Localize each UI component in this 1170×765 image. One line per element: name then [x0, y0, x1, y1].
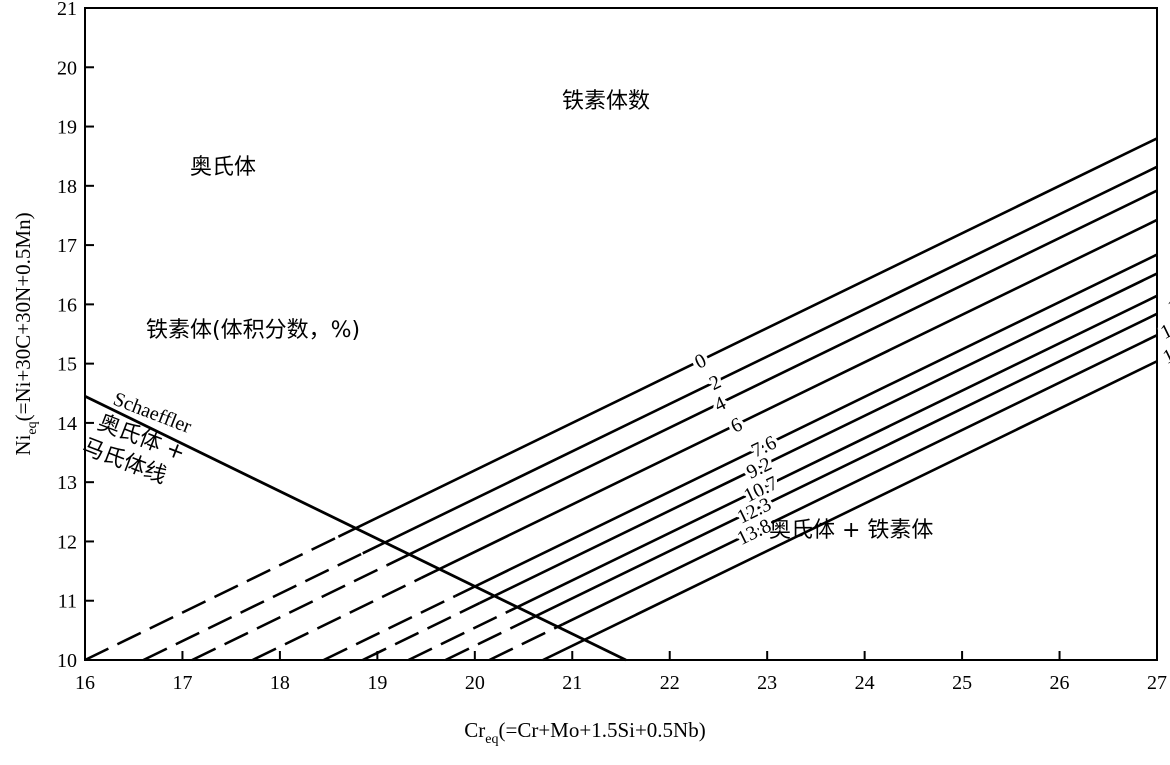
- x-tick-label: 27: [1147, 672, 1167, 694]
- y-tick-label: 14: [57, 413, 77, 435]
- austenite-region-label: 奥氏体: [190, 155, 256, 180]
- x-tick-label: 26: [1050, 672, 1070, 694]
- ferrite-line-12: [509, 296, 1157, 611]
- ferrite-number-label-16: 16: [1157, 315, 1170, 344]
- volume-percent-label-4-group: 44: [711, 392, 730, 416]
- ferrite-line-0: [338, 138, 1157, 536]
- volume-percent-label-4: 4: [711, 392, 730, 416]
- x-tick-label: 22: [660, 672, 680, 694]
- y-axis-title: Nieq(=Ni+30C+30N+0.5Mn): [11, 212, 40, 455]
- x-axis-title-sub: eq: [485, 732, 498, 747]
- y-tick-label: 20: [57, 57, 77, 79]
- y-tick-label: 10: [57, 650, 77, 672]
- y-tick-label: 12: [57, 531, 77, 553]
- volume-percent-label-0: 0: [691, 349, 710, 373]
- austenite-ferrite-region-label: 奥氏体 + 铁素体: [769, 518, 933, 543]
- volume-percent-label-6-group: 66: [727, 414, 746, 438]
- ferrite-line-14: [533, 314, 1157, 617]
- x-tick-label: 21: [562, 672, 582, 694]
- volume-percent-label-6: 6: [727, 414, 746, 438]
- x-tick-label: 25: [952, 672, 972, 694]
- schaeffler-label: Schaeffler 奥氏体 + 马氏体线: [79, 384, 198, 493]
- ferrite-line-dashed-0: [85, 537, 338, 660]
- ferrite-lines: [85, 138, 1157, 660]
- ferrite-number-label-18: 18: [1159, 340, 1170, 369]
- ferrite-line-dashed-14: [446, 617, 534, 660]
- y-tick-label: 17: [57, 235, 77, 257]
- x-tick-label: 18: [270, 672, 290, 694]
- y-tick-label: 13: [57, 472, 77, 494]
- y-axis-title-sub: eq: [25, 421, 40, 434]
- y-axis-title-rest: (=Ni+30C+30N+0.5Mn): [11, 212, 35, 421]
- y-tick-label: 21: [57, 0, 77, 20]
- ferrite-number-label-14: 14: [1164, 290, 1170, 319]
- line-labels: 0000222244446666887.67.610109.29.2121210…: [691, 118, 1170, 549]
- x-tick-label: 20: [465, 672, 485, 694]
- y-tick-label: 15: [57, 354, 77, 376]
- ferrite-line-dashed-8: [324, 596, 456, 660]
- y-tick-label: 19: [57, 117, 77, 139]
- volume-percent-label-0-group: 00: [691, 349, 710, 373]
- ferrite-number-label-0: 0: [1166, 118, 1170, 142]
- x-tick-label: 23: [757, 672, 777, 694]
- ferrite-number-title: 铁素体数: [562, 89, 650, 114]
- ferrite-line-dashed-4: [192, 565, 387, 660]
- ferrite-line-dashed-2: [143, 553, 362, 660]
- x-tick-label: 17: [172, 672, 192, 694]
- ferrite-volume-title: 铁素体(体积分数，%): [146, 318, 360, 343]
- ferrite-line-8: [455, 255, 1157, 596]
- y-axis-title-main: Ni: [11, 434, 35, 455]
- x-tick-label: 24: [855, 672, 875, 694]
- ferrite-number-label-0-group: 00: [1166, 118, 1170, 142]
- ferrite-line-10: [480, 274, 1157, 604]
- x-axis-title: Creq(=Cr+Mo+1.5Si+0.5Nb): [464, 718, 705, 747]
- x-tick-label: 19: [367, 672, 387, 694]
- y-tick-label: 16: [57, 294, 77, 316]
- x-axis-title-rest: (=Cr+Mo+1.5Si+0.5Nb): [499, 718, 706, 742]
- volume-percent-label-2: 2: [706, 371, 725, 395]
- ferrite-line-16: [563, 335, 1157, 624]
- ferrite-line-18: [543, 361, 1157, 660]
- y-tick-label: 18: [57, 176, 77, 198]
- volume-percent-label-2-group: 22: [706, 371, 725, 395]
- x-tick-label: 16: [75, 672, 95, 694]
- x-axis-title-main: Cr: [464, 718, 485, 742]
- y-tick-label: 11: [58, 591, 77, 613]
